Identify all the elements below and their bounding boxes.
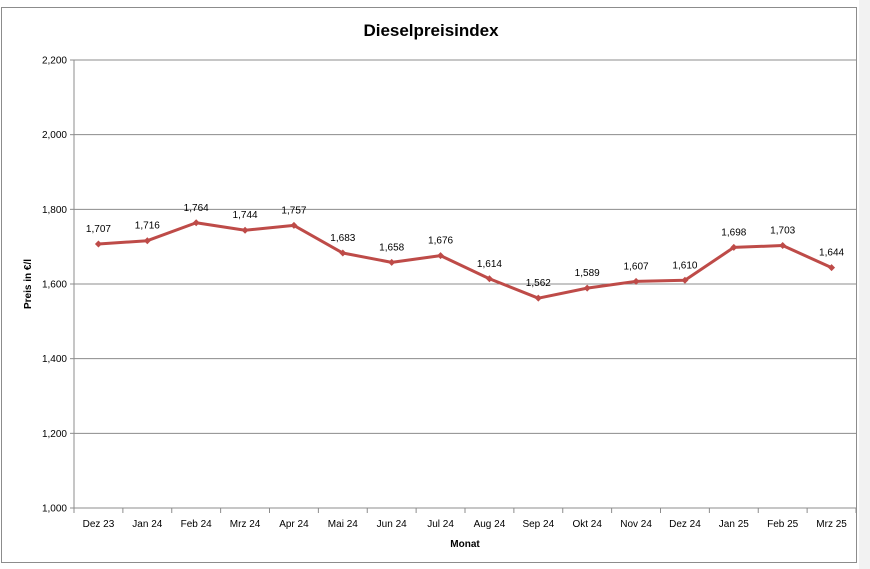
- data-label: 1,658: [379, 242, 404, 253]
- x-tick-label: Dez 24: [669, 519, 701, 530]
- data-point-marker: [290, 221, 298, 229]
- data-point-marker: [583, 284, 591, 292]
- x-tick-label: Mai 24: [328, 519, 358, 530]
- data-label: 1,562: [526, 278, 551, 289]
- data-labels: 1,707 1,716 1,764 1,744 1,757 1,683 1,658 1,676…: [86, 203, 845, 289]
- data-point-marker: [143, 237, 151, 245]
- x-tick-label: Mrz 25: [816, 519, 847, 530]
- data-point-marker: [779, 242, 787, 250]
- y-axis-title: Preis in €/l: [23, 259, 34, 309]
- data-label: 1,764: [184, 203, 209, 214]
- x-tick-label: Feb 24: [181, 519, 213, 530]
- data-point-marker: [632, 277, 640, 285]
- data-point-marker: [534, 294, 542, 302]
- x-axis-title: Monat: [450, 539, 480, 550]
- data-point-marker: [94, 240, 102, 248]
- data-label: 1,716: [135, 221, 160, 232]
- data-point-marker: [241, 226, 249, 234]
- data-label: 1,707: [86, 224, 111, 235]
- data-label: 1,607: [624, 261, 649, 272]
- x-tick-label: Apr 24: [279, 519, 309, 530]
- data-label: 1,589: [575, 268, 600, 279]
- y-tick-label: 1,000: [42, 504, 67, 515]
- x-tick-label: Nov 24: [620, 519, 652, 530]
- y-tick-label: 2,000: [42, 130, 67, 141]
- x-tick-label: Sep 24: [522, 519, 554, 530]
- data-label: 1,676: [428, 236, 453, 247]
- x-tick-label: Jan 24: [132, 519, 162, 530]
- data-point-marker: [388, 258, 396, 266]
- data-label: 1,610: [672, 260, 697, 271]
- x-tick-label: Jun 24: [377, 519, 407, 530]
- data-point-marker: [730, 243, 738, 251]
- data-label: 1,683: [330, 233, 355, 244]
- data-point-marker: [828, 264, 836, 272]
- y-tick-label: 2,200: [42, 56, 67, 67]
- data-label: 1,757: [281, 205, 306, 216]
- data-point-marker: [192, 219, 200, 227]
- data-point-marker: [437, 252, 445, 260]
- y-axis-ticks: 1,000 1,200 1,400 1,600 1,800 2,000 2,200: [42, 56, 74, 515]
- gridlines: [73, 59, 856, 509]
- data-label: 1,614: [477, 259, 502, 270]
- y-tick-label: 1,400: [42, 354, 67, 365]
- y-tick-label: 1,800: [42, 205, 67, 216]
- series-line: [98, 221, 833, 300]
- x-tick-label: Feb 25: [767, 519, 799, 530]
- chart-title: Dieselpreisindex: [363, 21, 499, 40]
- window-edge: [859, 0, 870, 569]
- series-line-group: [94, 219, 836, 302]
- data-point-marker: [681, 276, 689, 284]
- x-axis-ticks: Dez 23 Jan 24 Feb 24 Mrz 24 Apr 24 Mai 24 Jun …: [73, 508, 857, 530]
- data-label: 1,644: [819, 248, 844, 259]
- chart-area: [1, 7, 857, 563]
- data-label: 1,744: [233, 210, 258, 221]
- x-tick-label: Okt 24: [572, 519, 602, 530]
- data-point-marker: [339, 249, 347, 257]
- y-tick-label: 1,600: [42, 280, 67, 291]
- x-tick-label: Jan 25: [719, 519, 749, 530]
- y-tick-label: 1,200: [42, 429, 67, 440]
- data-label: 1,703: [770, 226, 795, 237]
- x-tick-label: Mrz 24: [230, 519, 261, 530]
- data-label: 1,698: [721, 227, 746, 238]
- x-tick-label: Jul 24: [427, 519, 454, 530]
- data-point-marker: [485, 275, 493, 283]
- x-tick-label: Dez 23: [83, 519, 115, 530]
- x-tick-label: Aug 24: [474, 519, 506, 530]
